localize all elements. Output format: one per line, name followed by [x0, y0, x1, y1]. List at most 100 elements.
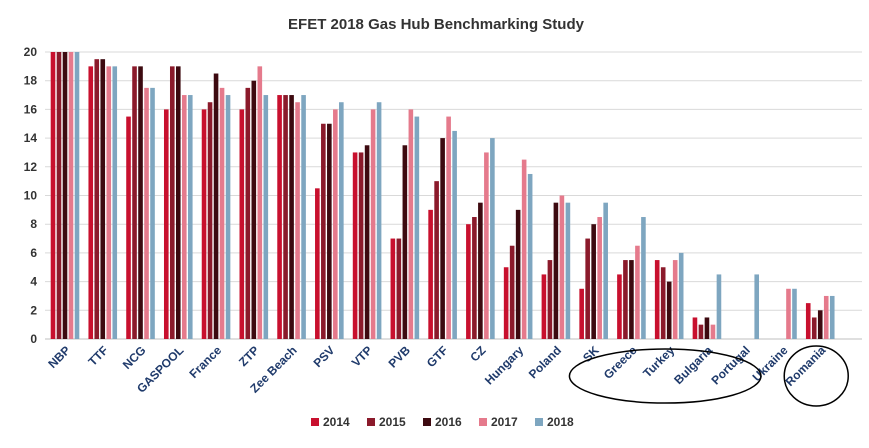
bar-2017-sk: [597, 217, 602, 339]
legend-swatch-2014: [311, 418, 319, 426]
chart-title: EFET 2018 Gas Hub Benchmarking Study: [288, 16, 585, 33]
bar-2016-turkey: [666, 281, 672, 339]
bar-2018-gaspool: [187, 95, 193, 339]
bar-2016-nbp: [62, 52, 68, 339]
bar-2015-ttf: [94, 59, 100, 340]
bar-2014-psv: [315, 188, 320, 339]
bar-2015-sk: [585, 238, 590, 339]
bar-2018-poland: [565, 202, 571, 339]
y-tick-label: 10: [24, 189, 38, 203]
bar-2015-hungary: [509, 245, 515, 339]
bar-2017-poland: [559, 195, 565, 339]
bar-2017-zee-beach: [295, 102, 300, 339]
x-tick-label-nbp: NBP: [45, 343, 73, 371]
x-tick-label-romania: Romania: [783, 343, 829, 389]
y-axis: 0 2 4 6 8 10 12 14 16 18 20: [24, 45, 38, 346]
bar-2018-romania: [829, 295, 835, 339]
bar-2015-ztp: [245, 87, 251, 339]
y-tick-label: 0: [30, 332, 37, 346]
legend-swatch-2015: [367, 418, 375, 426]
bar-2014-turkey: [654, 260, 660, 339]
bar-2016-sk: [591, 224, 596, 339]
bar-2016-romania: [817, 310, 823, 339]
bar-2018-ukraine: [792, 288, 797, 339]
bar-2015-france: [207, 102, 213, 339]
bar-2018-vtp: [376, 102, 382, 339]
y-tick-label: 6: [30, 246, 37, 260]
bar-2016-gaspool: [175, 66, 181, 339]
bar-2018-zee-beach: [301, 95, 306, 339]
bar-2014-romania: [805, 303, 811, 339]
x-tick-label-hungary: Hungary: [482, 343, 527, 388]
bar-2016-zee-beach: [289, 95, 294, 339]
bar-2018-turkey: [678, 252, 684, 339]
y-tick-label: 2: [30, 303, 37, 317]
bar-2014-gaspool: [163, 109, 169, 340]
bar-2015-zee-beach: [283, 95, 288, 339]
legend-swatch-2017: [479, 418, 487, 426]
bar-2018-cz: [490, 138, 495, 339]
legend-label-2015: 2015: [379, 415, 406, 429]
bar-2015-psv: [321, 123, 326, 339]
bar-2017-turkey: [672, 260, 678, 339]
bar-2015-vtp: [358, 152, 364, 339]
bar-2017-ukraine: [786, 288, 791, 339]
bar-2016-pvb: [402, 145, 408, 339]
bar-2014-ncg: [126, 116, 131, 339]
bar-2014-zee-beach: [277, 95, 282, 339]
bar-2014-bulgaria: [692, 317, 698, 339]
bars: [50, 52, 835, 340]
bar-2015-nbp: [56, 52, 62, 339]
bar-2018-psv: [339, 102, 344, 339]
bar-2018-sk: [603, 202, 608, 339]
bar-2014-hungary: [503, 267, 509, 339]
bar-2018-ztp: [263, 95, 269, 339]
bar-2015-gaspool: [169, 66, 175, 339]
bar-2014-greece: [617, 274, 622, 339]
bar-2015-poland: [547, 260, 553, 339]
x-tick-label-gtf: GTF: [424, 343, 451, 370]
bar-2016-psv: [327, 123, 332, 339]
bar-2017-psv: [333, 109, 338, 340]
x-tick-label-cz: CZ: [467, 343, 488, 364]
legend-swatch-2018: [535, 418, 543, 426]
bar-2014-gtf: [428, 209, 433, 339]
bar-2015-ncg: [132, 66, 137, 339]
bar-2015-gtf: [434, 181, 439, 339]
bar-2014-pvb: [390, 238, 396, 339]
bar-2018-ncg: [150, 87, 155, 339]
legend: 2014 2015 2016 2017 2018: [311, 415, 574, 429]
bar-2015-cz: [472, 217, 477, 339]
bar-2016-ncg: [138, 66, 143, 339]
legend-label-2018: 2018: [547, 415, 574, 429]
bar-2018-portugal: [754, 274, 760, 339]
bar-2016-vtp: [364, 145, 370, 339]
y-tick-label: 16: [24, 102, 38, 116]
x-tick-label-portugal: Portugal: [709, 343, 753, 387]
bar-2014-france: [201, 109, 207, 340]
annotation-ellipse-greece-turkey-bulgaria: [568, 348, 762, 404]
y-tick-label: 20: [24, 45, 38, 59]
bar-2017-gtf: [446, 116, 451, 339]
bar-2014-ttf: [88, 66, 94, 339]
bar-2017-romania: [823, 295, 829, 339]
bar-2018-nbp: [74, 52, 80, 339]
x-tick-label-poland: Poland: [526, 343, 564, 381]
bar-2017-cz: [484, 152, 489, 339]
bar-2016-ztp: [251, 80, 257, 339]
bar-2017-ncg: [144, 87, 149, 339]
bar-2017-gaspool: [181, 95, 187, 339]
bar-2017-bulgaria: [710, 324, 716, 339]
bar-2014-cz: [466, 224, 471, 339]
bar-2014-ztp: [239, 109, 245, 340]
annotation-ellipses: [568, 345, 849, 407]
bar-2017-hungary: [521, 159, 527, 339]
x-tick-label-ncg: NCG: [120, 343, 149, 372]
y-tick-label: 4: [30, 275, 37, 289]
bar-2015-greece: [623, 260, 628, 339]
bar-2017-ttf: [106, 66, 112, 339]
bar-2018-greece: [641, 217, 646, 339]
legend-label-2016: 2016: [435, 415, 462, 429]
y-tick-label: 18: [24, 74, 38, 88]
